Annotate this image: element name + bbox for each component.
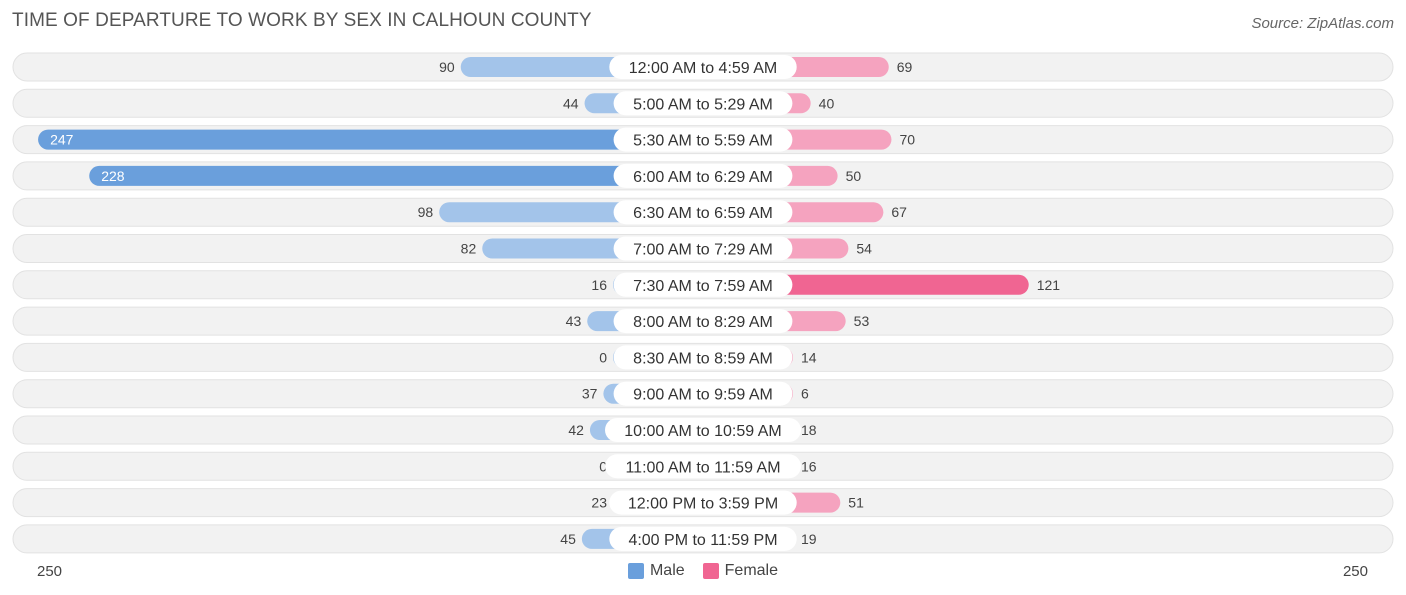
category-pill bbox=[605, 454, 801, 479]
male-value-label: 16 bbox=[591, 277, 607, 293]
female-value-label: 18 bbox=[801, 422, 817, 438]
male-value-label: 0 bbox=[599, 458, 607, 474]
category-pill bbox=[613, 127, 793, 152]
male-bar bbox=[38, 129, 704, 150]
category-pill bbox=[613, 236, 793, 261]
male-value-label: 42 bbox=[568, 422, 584, 438]
male-value-label: 45 bbox=[560, 531, 576, 547]
male-value-label: 43 bbox=[566, 313, 582, 329]
category-pill bbox=[613, 345, 793, 370]
male-value-label: 98 bbox=[418, 204, 434, 220]
category-label: 12:00 AM to 4:59 AM bbox=[629, 60, 778, 77]
male-value-label: 247 bbox=[50, 132, 74, 148]
male-value-label: 82 bbox=[461, 241, 477, 257]
category-label: 10:00 AM to 10:59 AM bbox=[624, 423, 781, 440]
female-value-label: 6 bbox=[801, 386, 809, 402]
female-value-label: 40 bbox=[819, 95, 835, 111]
category-label: 4:00 PM to 11:59 PM bbox=[628, 532, 777, 549]
female-value-label: 69 bbox=[897, 59, 913, 75]
category-pill bbox=[605, 418, 801, 442]
category-label: 9:00 AM to 9:59 AM bbox=[633, 387, 773, 404]
category-label: 6:30 AM to 6:59 AM bbox=[633, 205, 773, 222]
category-pill bbox=[613, 200, 793, 225]
axis-left-label: 250 bbox=[37, 563, 63, 580]
chart-title: TIME OF DEPARTURE TO WORK BY SEX IN CALH… bbox=[12, 10, 592, 31]
female-value-label: 70 bbox=[899, 132, 915, 148]
category-label: 8:30 AM to 8:59 AM bbox=[633, 350, 773, 367]
male-bar bbox=[89, 165, 703, 186]
category-pill bbox=[609, 55, 797, 79]
female-value-label: 53 bbox=[854, 313, 870, 329]
female-value-label: 16 bbox=[801, 458, 817, 474]
legend-female-swatch bbox=[702, 563, 719, 579]
category-label: 8:00 AM to 8:29 AM bbox=[633, 314, 773, 331]
category-label: 7:00 AM to 7:29 AM bbox=[633, 242, 773, 259]
category-pill bbox=[613, 381, 793, 406]
female-value-label: 19 bbox=[801, 531, 817, 547]
legend-male-swatch bbox=[627, 563, 644, 579]
female-value-label: 54 bbox=[856, 241, 872, 257]
female-value-label: 14 bbox=[801, 349, 817, 365]
male-value-label: 44 bbox=[563, 95, 579, 111]
legend-item-male: Male bbox=[627, 562, 685, 580]
category-label: 6:00 AM to 6:29 AM bbox=[633, 169, 773, 186]
legend-female-label: Female bbox=[724, 562, 779, 579]
legend-male-label: Male bbox=[649, 562, 685, 579]
female-value-label: 121 bbox=[1037, 277, 1061, 293]
category-pill bbox=[613, 272, 793, 297]
category-label: 7:30 AM to 7:59 AM bbox=[633, 278, 773, 295]
male-value-label: 0 bbox=[599, 349, 607, 365]
axis-right-label: 250 bbox=[1342, 563, 1368, 580]
source-credit: Source: ZipAtlas.com bbox=[1251, 15, 1394, 32]
category-label: 11:00 AM to 11:59 AM bbox=[625, 459, 780, 476]
female-value-label: 67 bbox=[891, 204, 907, 220]
category-label: 5:00 AM to 5:29 AM bbox=[633, 96, 773, 113]
male-value-label: 228 bbox=[101, 168, 125, 184]
male-value-label: 23 bbox=[591, 495, 607, 511]
female-value-label: 50 bbox=[846, 168, 862, 184]
category-label: 5:30 AM to 5:59 AM bbox=[633, 133, 773, 150]
male-value-label: 90 bbox=[439, 59, 455, 75]
category-pill bbox=[609, 526, 797, 551]
category-pill bbox=[613, 91, 793, 116]
male-value-label: 37 bbox=[582, 386, 598, 402]
category-pill bbox=[613, 309, 793, 334]
legend-item-female: Female bbox=[702, 562, 779, 580]
female-value-label: 51 bbox=[848, 495, 864, 511]
category-pill bbox=[609, 490, 797, 515]
legend: Male Female bbox=[0, 561, 1406, 581]
category-pill bbox=[613, 163, 793, 188]
category-label: 12:00 PM to 3:59 PM bbox=[628, 496, 778, 513]
